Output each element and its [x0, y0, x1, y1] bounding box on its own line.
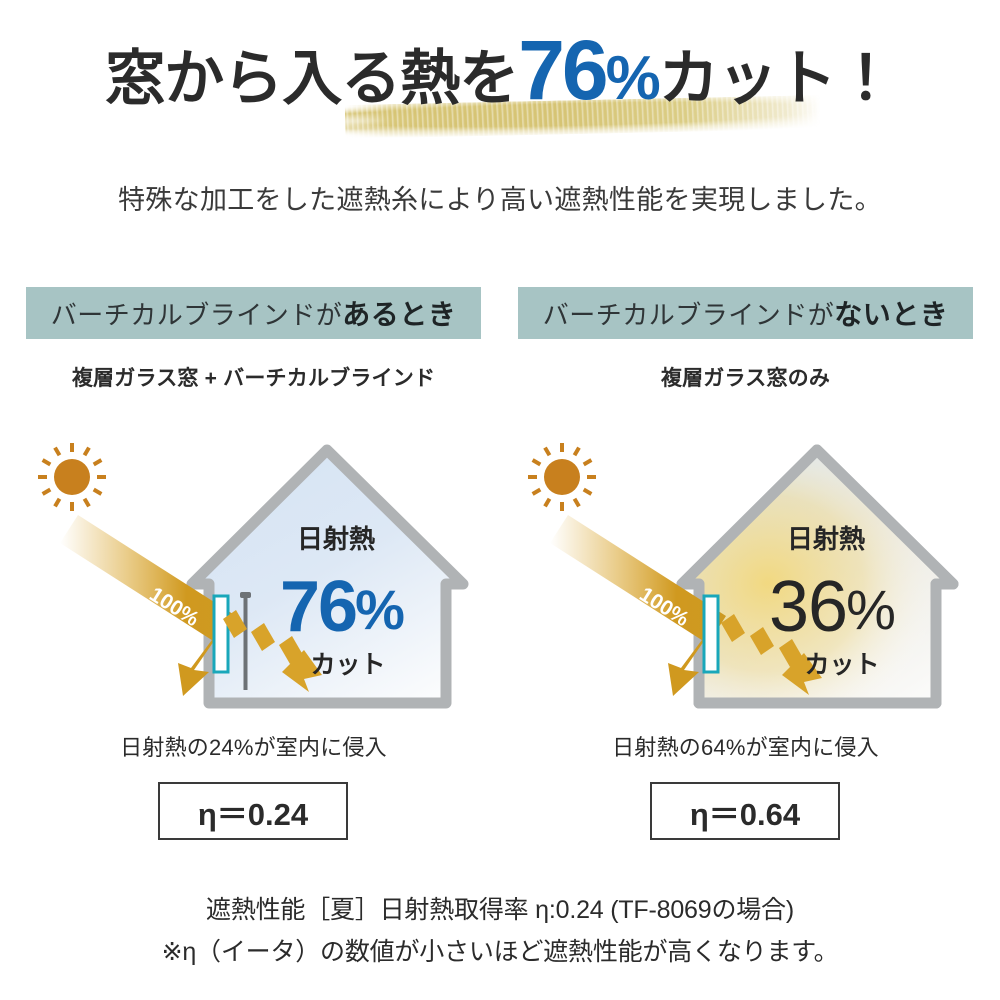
panel-without-blind: バーチカルブラインドが ないとき 複層ガラス窓のみ: [518, 287, 973, 392]
footnote-line-1: 遮熱性能［夏］日射熱取得率 η:0.24 (TF-8069の場合): [206, 896, 794, 924]
headline-percent-sign: %: [605, 44, 661, 113]
band-label-bold-left: あるとき: [342, 299, 457, 330]
panel-header-band-right: バーチカルブラインドが ないとき: [518, 287, 973, 339]
transmitted-heat-arrow-right: [721, 614, 822, 695]
eta-value-box-left: η＝0.24: [158, 782, 348, 840]
band-label-light-left: バーチカルブラインドが: [50, 299, 343, 330]
caption-left: 日射熱の24%が室内に侵入: [120, 735, 387, 760]
footnote-line-2: ※η（イータ）の数値が小さいほど遮熱性能が高くなります。: [161, 938, 839, 966]
window-glass-left: [212, 594, 230, 674]
illustration-with-blind: 100% 日射熱 76 % カット: [18, 420, 488, 720]
band-label-light-right: バーチカルブラインドが: [542, 299, 835, 330]
vertical-blind-left: [240, 592, 251, 690]
house-percent-right: %: [846, 578, 896, 641]
illustration-without-blind: 100% 日射熱 36 % カット: [508, 420, 978, 720]
transmitted-heat-arrow-left: [223, 610, 322, 692]
headline-part1: 窓から入る熱を: [105, 45, 519, 112]
headline-banner: 窓から入る熱を76%カット！: [0, 28, 1000, 139]
headline-number: 76: [518, 23, 608, 117]
house-label-left: 日射熱: [297, 524, 375, 554]
headline-part2: カット！: [658, 45, 896, 112]
panel-subtitle-left: 複層ガラス窓 + バーチカルブラインド: [71, 367, 436, 390]
sun-icon-left: [38, 443, 106, 511]
band-label-bold-right: ないとき: [834, 299, 949, 330]
panel-header-band-left: バーチカルブラインドが あるとき: [26, 287, 481, 339]
window-glass-right: [702, 594, 720, 674]
panel-with-blind: バーチカルブラインドが あるとき 複層ガラス窓 + バーチカルブラインド: [26, 287, 481, 392]
house-value-left: 76: [280, 567, 356, 647]
subtitle: 特殊な加工をした遮熱糸により高い遮熱性能を実現しました。: [118, 185, 882, 215]
house-percent-left: %: [355, 578, 405, 641]
house-value-right: 36: [769, 567, 847, 647]
headline-text: 窓から入る熱を76%カット！: [0, 28, 1000, 112]
house-label-right: 日射熱: [787, 524, 865, 554]
house-cut-right: カット: [804, 651, 879, 679]
caption-right: 日射熱の64%が室内に侵入: [612, 735, 879, 760]
panel-subtitle-right: 複層ガラス窓のみ: [660, 367, 831, 390]
eta-value-box-right: η＝0.64: [650, 782, 840, 840]
sun-icon-right: [528, 443, 596, 511]
house-cut-left: カット: [310, 651, 385, 679]
